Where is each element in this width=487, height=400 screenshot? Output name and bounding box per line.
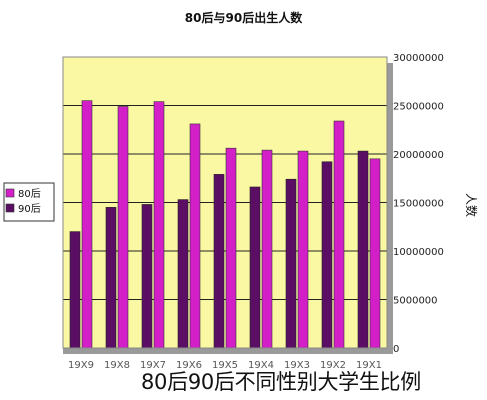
legend: 80后90后 <box>3 182 55 222</box>
x-tick-label: 19X6 <box>176 360 202 371</box>
y-tick-label: 15000000 <box>393 199 444 210</box>
plot-border <box>62 56 388 349</box>
y-tick-label: 25000000 <box>393 102 444 113</box>
bar-90hou <box>321 161 333 349</box>
bar-80hou <box>153 101 165 349</box>
y-tick-label: 5000000 <box>393 296 438 307</box>
plot-side-wall <box>387 63 393 354</box>
x-tick-label: 19X5 <box>212 360 238 371</box>
x-tick-label: 19X7 <box>140 360 166 371</box>
x-tick-label: 19X2 <box>320 360 346 371</box>
bar-80hou <box>297 150 309 349</box>
plot-floor <box>63 348 393 354</box>
bar-90hou <box>249 186 261 349</box>
bar-90hou <box>285 178 297 349</box>
y-tick-label: 0 <box>393 344 399 355</box>
bar-80hou <box>189 123 201 349</box>
y-tick-label: 20000000 <box>393 150 444 161</box>
bar-80hou <box>369 158 381 349</box>
x-tick-label: 19X1 <box>356 360 382 371</box>
bar-90hou <box>177 199 189 349</box>
chart-title: 80后与90后出生人数 <box>185 10 303 25</box>
bar-90hou <box>141 204 153 349</box>
y-tick-label: 10000000 <box>393 247 444 258</box>
x-tick-label: 19X3 <box>284 360 310 371</box>
tick-labels: 0 5000000 10000000 15000000 20000000 25000000… <box>68 53 444 371</box>
bar-80hou <box>117 106 129 349</box>
x-tick-label: 19X9 <box>68 360 94 371</box>
bar-90hou <box>69 231 81 349</box>
bar-80hou <box>333 120 345 349</box>
chart-mirror-group: 0 5000000 10000000 15000000 20000000 25000000… <box>3 10 479 371</box>
axes <box>62 56 388 349</box>
legend-label: 80后 <box>18 188 41 200</box>
x-tick-label: 19X4 <box>248 360 274 371</box>
bar-80hou <box>225 147 237 349</box>
bar-80hou <box>81 100 93 349</box>
x-tick-label: 19X8 <box>104 360 130 371</box>
y-axis-label-group: 人数 <box>464 193 479 217</box>
bar-90hou <box>213 174 225 349</box>
legend-swatch <box>5 203 15 213</box>
bar-80hou <box>261 149 273 349</box>
y-tick-label: 30000000 <box>393 53 444 64</box>
bar-90hou <box>105 207 117 349</box>
caption: 80后90后不同性别大学生比例 <box>141 370 421 394</box>
title-group: 80后与90后出生人数 <box>185 10 303 25</box>
bar-90hou <box>357 150 369 349</box>
legend-swatch <box>5 188 15 198</box>
legend-label: 90后 <box>18 203 41 215</box>
y-axis-label: 人数 <box>464 193 479 217</box>
